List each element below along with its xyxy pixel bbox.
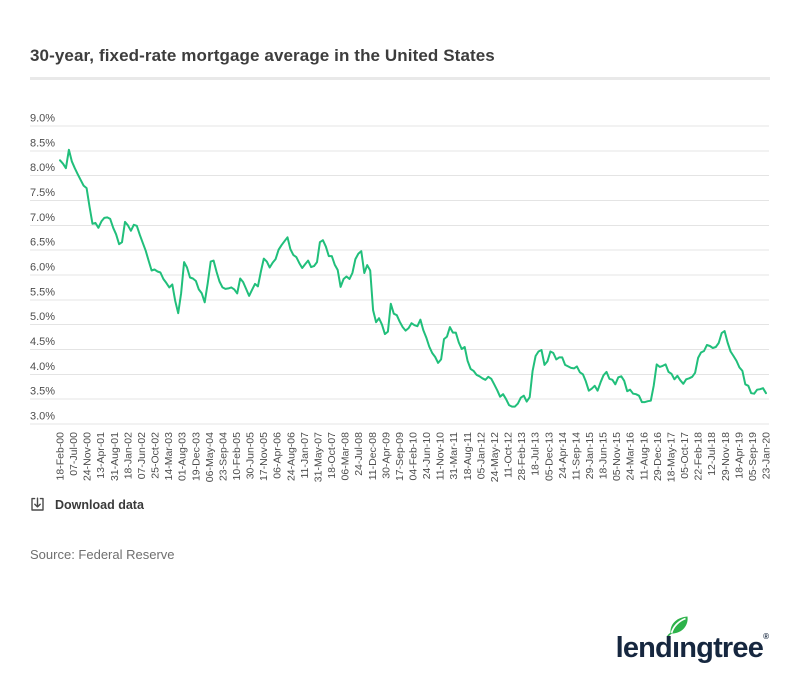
svg-text:17-Nov-05: 17-Nov-05: [258, 432, 270, 481]
svg-text:07-Jul-00: 07-Jul-00: [68, 432, 80, 476]
svg-text:07-Jun-02: 07-Jun-02: [136, 432, 148, 479]
svg-text:12-Jul-18: 12-Jul-18: [706, 432, 718, 476]
svg-text:25-Oct-02: 25-Oct-02: [150, 432, 162, 479]
svg-text:24-May-12: 24-May-12: [489, 432, 501, 482]
svg-text:29-Nov-18: 29-Nov-18: [720, 432, 732, 481]
svg-text:06-Mar-08: 06-Mar-08: [340, 432, 352, 481]
svg-text:18-Aug-11: 18-Aug-11: [462, 432, 474, 480]
lendingtree-logo: lendıngtree®: [615, 616, 769, 664]
svg-text:11-Oct-12: 11-Oct-12: [503, 432, 515, 478]
svg-text:18-Jul-13: 18-Jul-13: [530, 432, 542, 476]
svg-text:18-Oct-07: 18-Oct-07: [326, 432, 338, 479]
svg-text:13-Apr-01: 13-Apr-01: [95, 432, 107, 479]
svg-text:30-Jun-05: 30-Jun-05: [245, 432, 257, 479]
svg-text:8.5%: 8.5%: [30, 137, 55, 149]
chart-area: 9.0% 8.5% 8.0% 7.5% 7.0% 6.5% 6.0% 5.5% 5.0% 4.5%…: [30, 108, 775, 493]
svg-text:05-Jan-12: 05-Jan-12: [475, 432, 487, 479]
svg-text:31-Mar-11: 31-Mar-11: [448, 432, 460, 480]
title-divider: [30, 77, 770, 80]
svg-text:05-Sep-19: 05-Sep-19: [747, 432, 759, 481]
svg-text:11-Sep-14: 11-Sep-14: [570, 432, 582, 480]
svg-text:05-Dec-13: 05-Dec-13: [543, 432, 555, 481]
svg-text:18-May-17: 18-May-17: [666, 432, 678, 482]
svg-text:06-Apr-06: 06-Apr-06: [272, 432, 284, 479]
svg-text:23-Sep-04: 23-Sep-04: [217, 432, 229, 481]
svg-text:4.5%: 4.5%: [30, 336, 55, 348]
download-data-button[interactable]: Download data: [28, 495, 146, 514]
mortgage-rate-chart: 9.0% 8.5% 8.0% 7.5% 7.0% 6.5% 6.0% 5.5% 5.0% 4.5%…: [30, 113, 773, 482]
source-text: Source: Federal Reserve: [30, 547, 175, 562]
svg-text:24-Jun-10: 24-Jun-10: [421, 432, 433, 479]
svg-text:10-Feb-05: 10-Feb-05: [231, 432, 243, 481]
svg-text:24-Apr-14: 24-Apr-14: [557, 432, 569, 479]
registered-mark: ®: [763, 632, 769, 641]
svg-text:18-Jan-02: 18-Jan-02: [122, 432, 134, 479]
svg-text:06-May-04: 06-May-04: [204, 432, 216, 482]
svg-text:19-Dec-03: 19-Dec-03: [190, 432, 202, 481]
svg-text:11-Jan-07: 11-Jan-07: [299, 432, 311, 479]
svg-text:17-Sep-09: 17-Sep-09: [394, 432, 406, 481]
svg-text:7.0%: 7.0%: [30, 212, 55, 224]
svg-text:3.5%: 3.5%: [30, 386, 55, 398]
svg-text:22-Feb-18: 22-Feb-18: [693, 432, 705, 481]
svg-text:29-Dec-16: 29-Dec-16: [652, 432, 664, 481]
svg-text:30-Apr-09: 30-Apr-09: [380, 432, 392, 479]
svg-text:05-Oct-17: 05-Oct-17: [679, 432, 691, 479]
svg-text:18-Apr-19: 18-Apr-19: [733, 432, 745, 479]
svg-text:6.5%: 6.5%: [30, 237, 55, 249]
page-title: 30-year, fixed-rate mortgage average in …: [30, 46, 495, 65]
brand-wordmark: lendıngtree®: [615, 632, 769, 664]
svg-text:11-Nov-10: 11-Nov-10: [435, 432, 447, 480]
svg-text:24-Mar-16: 24-Mar-16: [625, 432, 637, 481]
svg-text:6.0%: 6.0%: [30, 262, 55, 274]
svg-text:3.0%: 3.0%: [30, 411, 55, 423]
svg-text:9.0%: 9.0%: [30, 113, 55, 125]
svg-text:18-Feb-00: 18-Feb-00: [55, 432, 67, 481]
leaf-icon: [666, 614, 690, 636]
svg-text:8.0%: 8.0%: [30, 162, 55, 174]
svg-text:14-Mar-03: 14-Mar-03: [163, 432, 175, 481]
svg-text:01-Aug-03: 01-Aug-03: [177, 432, 189, 481]
svg-text:31-May-07: 31-May-07: [313, 432, 325, 482]
svg-text:29-Jan-15: 29-Jan-15: [584, 432, 596, 479]
download-label: Download data: [55, 497, 144, 512]
svg-text:04-Feb-10: 04-Feb-10: [408, 432, 420, 481]
svg-text:5.5%: 5.5%: [30, 286, 55, 298]
svg-text:18-Jun-15: 18-Jun-15: [598, 432, 610, 479]
svg-text:11-Dec-08: 11-Dec-08: [367, 432, 379, 480]
download-icon: [30, 497, 45, 512]
svg-text:05-Nov-15: 05-Nov-15: [611, 432, 623, 481]
svg-text:31-Aug-01: 31-Aug-01: [109, 432, 121, 481]
svg-text:23-Jan-20: 23-Jan-20: [761, 432, 773, 479]
svg-text:7.5%: 7.5%: [30, 187, 55, 199]
svg-text:24-Jul-08: 24-Jul-08: [353, 432, 365, 476]
svg-text:24-Nov-00: 24-Nov-00: [82, 432, 94, 481]
svg-text:4.0%: 4.0%: [30, 361, 55, 373]
svg-text:28-Feb-13: 28-Feb-13: [516, 432, 528, 481]
svg-text:24-Aug-06: 24-Aug-06: [285, 432, 297, 481]
svg-text:5.0%: 5.0%: [30, 311, 55, 323]
svg-text:11-Aug-16: 11-Aug-16: [638, 432, 650, 480]
